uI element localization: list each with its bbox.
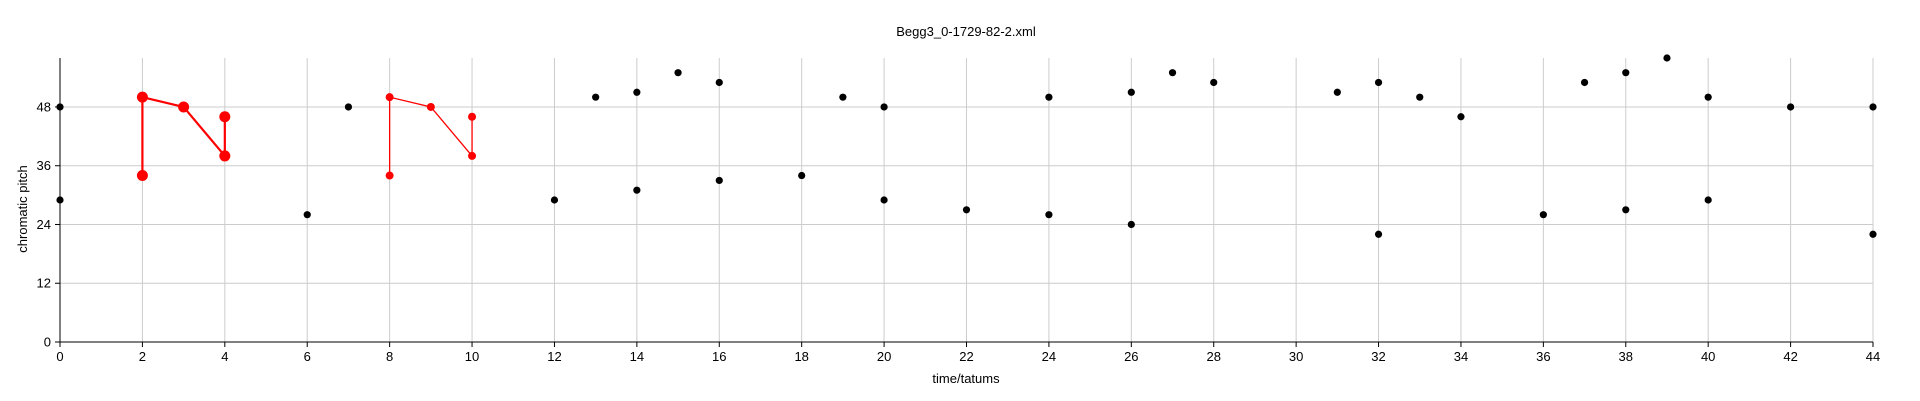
note-point — [56, 196, 64, 204]
note-point — [1127, 220, 1135, 229]
note-point — [1374, 230, 1383, 238]
pattern-point — [219, 150, 231, 162]
x-tick-label: 8 — [386, 349, 393, 364]
note-point — [633, 186, 641, 194]
note-point — [1869, 103, 1877, 111]
note-point — [1045, 211, 1053, 219]
y-axis-title: chromatic pitch — [15, 165, 30, 252]
y-tick-label: 0 — [44, 335, 51, 350]
x-tick-label: 26 — [1124, 349, 1138, 364]
pattern-point — [468, 112, 477, 121]
note-point — [715, 176, 723, 185]
grid — [60, 58, 1874, 342]
note-point — [550, 196, 559, 204]
x-tick-label: 4 — [221, 349, 228, 364]
note-point — [1045, 93, 1053, 101]
note-point — [1333, 88, 1341, 96]
note-point — [1457, 113, 1465, 121]
x-tick-label: 36 — [1536, 349, 1550, 364]
x-axis-title: time/tatums — [932, 371, 1000, 386]
y-tick-label: 24 — [37, 217, 51, 232]
tick-labels: 0 2 4 6 8 10 12 14 16 18 20 22 24 26 28 30 32 34 36 38 40 42 4… — [37, 99, 1881, 364]
note-point — [1704, 196, 1712, 204]
note-point — [303, 211, 311, 219]
note-point — [1704, 93, 1712, 101]
x-tick-label: 14 — [630, 349, 644, 364]
note-point — [674, 69, 682, 77]
pattern-line — [388, 96, 473, 176]
pattern-point — [219, 111, 231, 123]
x-tick-label: 0 — [56, 349, 63, 364]
x-tick-label: 42 — [1783, 349, 1797, 364]
note-point — [962, 206, 971, 214]
note-point — [1416, 93, 1424, 101]
x-tick-label: 2 — [139, 349, 146, 364]
x-tick-label: 32 — [1371, 349, 1385, 364]
x-tick-label: 18 — [794, 349, 808, 364]
y-tick-label: 48 — [37, 99, 51, 114]
pattern-point — [385, 171, 394, 180]
note-point — [344, 103, 353, 111]
note-point — [798, 171, 806, 180]
x-tick-label: 44 — [1866, 349, 1880, 364]
x-tick-label: 38 — [1619, 349, 1633, 364]
pattern-point — [178, 101, 190, 113]
x-tick-label: 24 — [1042, 349, 1056, 364]
x-tick-label: 6 — [304, 349, 311, 364]
note-point — [839, 93, 847, 101]
note-point — [880, 103, 888, 111]
pattern-point — [468, 151, 477, 160]
y-tick-label: 12 — [37, 276, 51, 291]
note-point — [1663, 54, 1671, 62]
note-point — [1539, 211, 1547, 219]
pattern-point — [136, 91, 148, 103]
note-point — [1168, 69, 1177, 77]
highlighted-patterns — [136, 91, 477, 182]
chart-title: Begg3_0-1729-82-2.xml — [896, 24, 1036, 39]
x-tick-label: 34 — [1454, 349, 1468, 364]
note-point — [715, 78, 723, 87]
note-point — [1869, 230, 1877, 238]
x-tick-label: 20 — [877, 349, 891, 364]
pattern-point — [136, 170, 148, 182]
note-point — [592, 93, 600, 101]
x-tick-label: 40 — [1701, 349, 1715, 364]
note-point — [1374, 78, 1383, 87]
pattern-point — [385, 93, 394, 102]
pattern-line — [141, 95, 226, 176]
note-point — [1786, 103, 1795, 111]
x-tick-label: 22 — [959, 349, 973, 364]
note-point — [1127, 88, 1135, 96]
x-tick-label: 28 — [1206, 349, 1220, 364]
note-point — [633, 88, 641, 96]
x-tick-label: 12 — [547, 349, 561, 364]
note-point — [1622, 69, 1630, 77]
y-tick-label: 36 — [37, 158, 51, 173]
pattern-point — [426, 102, 435, 111]
note-point — [1210, 78, 1218, 87]
note-point — [56, 103, 64, 111]
x-tick-label: 16 — [712, 349, 726, 364]
note-points — [56, 54, 1877, 238]
note-point — [1622, 206, 1630, 214]
note-point — [880, 196, 888, 204]
x-tick-label: 10 — [465, 349, 479, 364]
note-point — [1580, 78, 1589, 87]
x-tick-label: 30 — [1289, 349, 1303, 364]
